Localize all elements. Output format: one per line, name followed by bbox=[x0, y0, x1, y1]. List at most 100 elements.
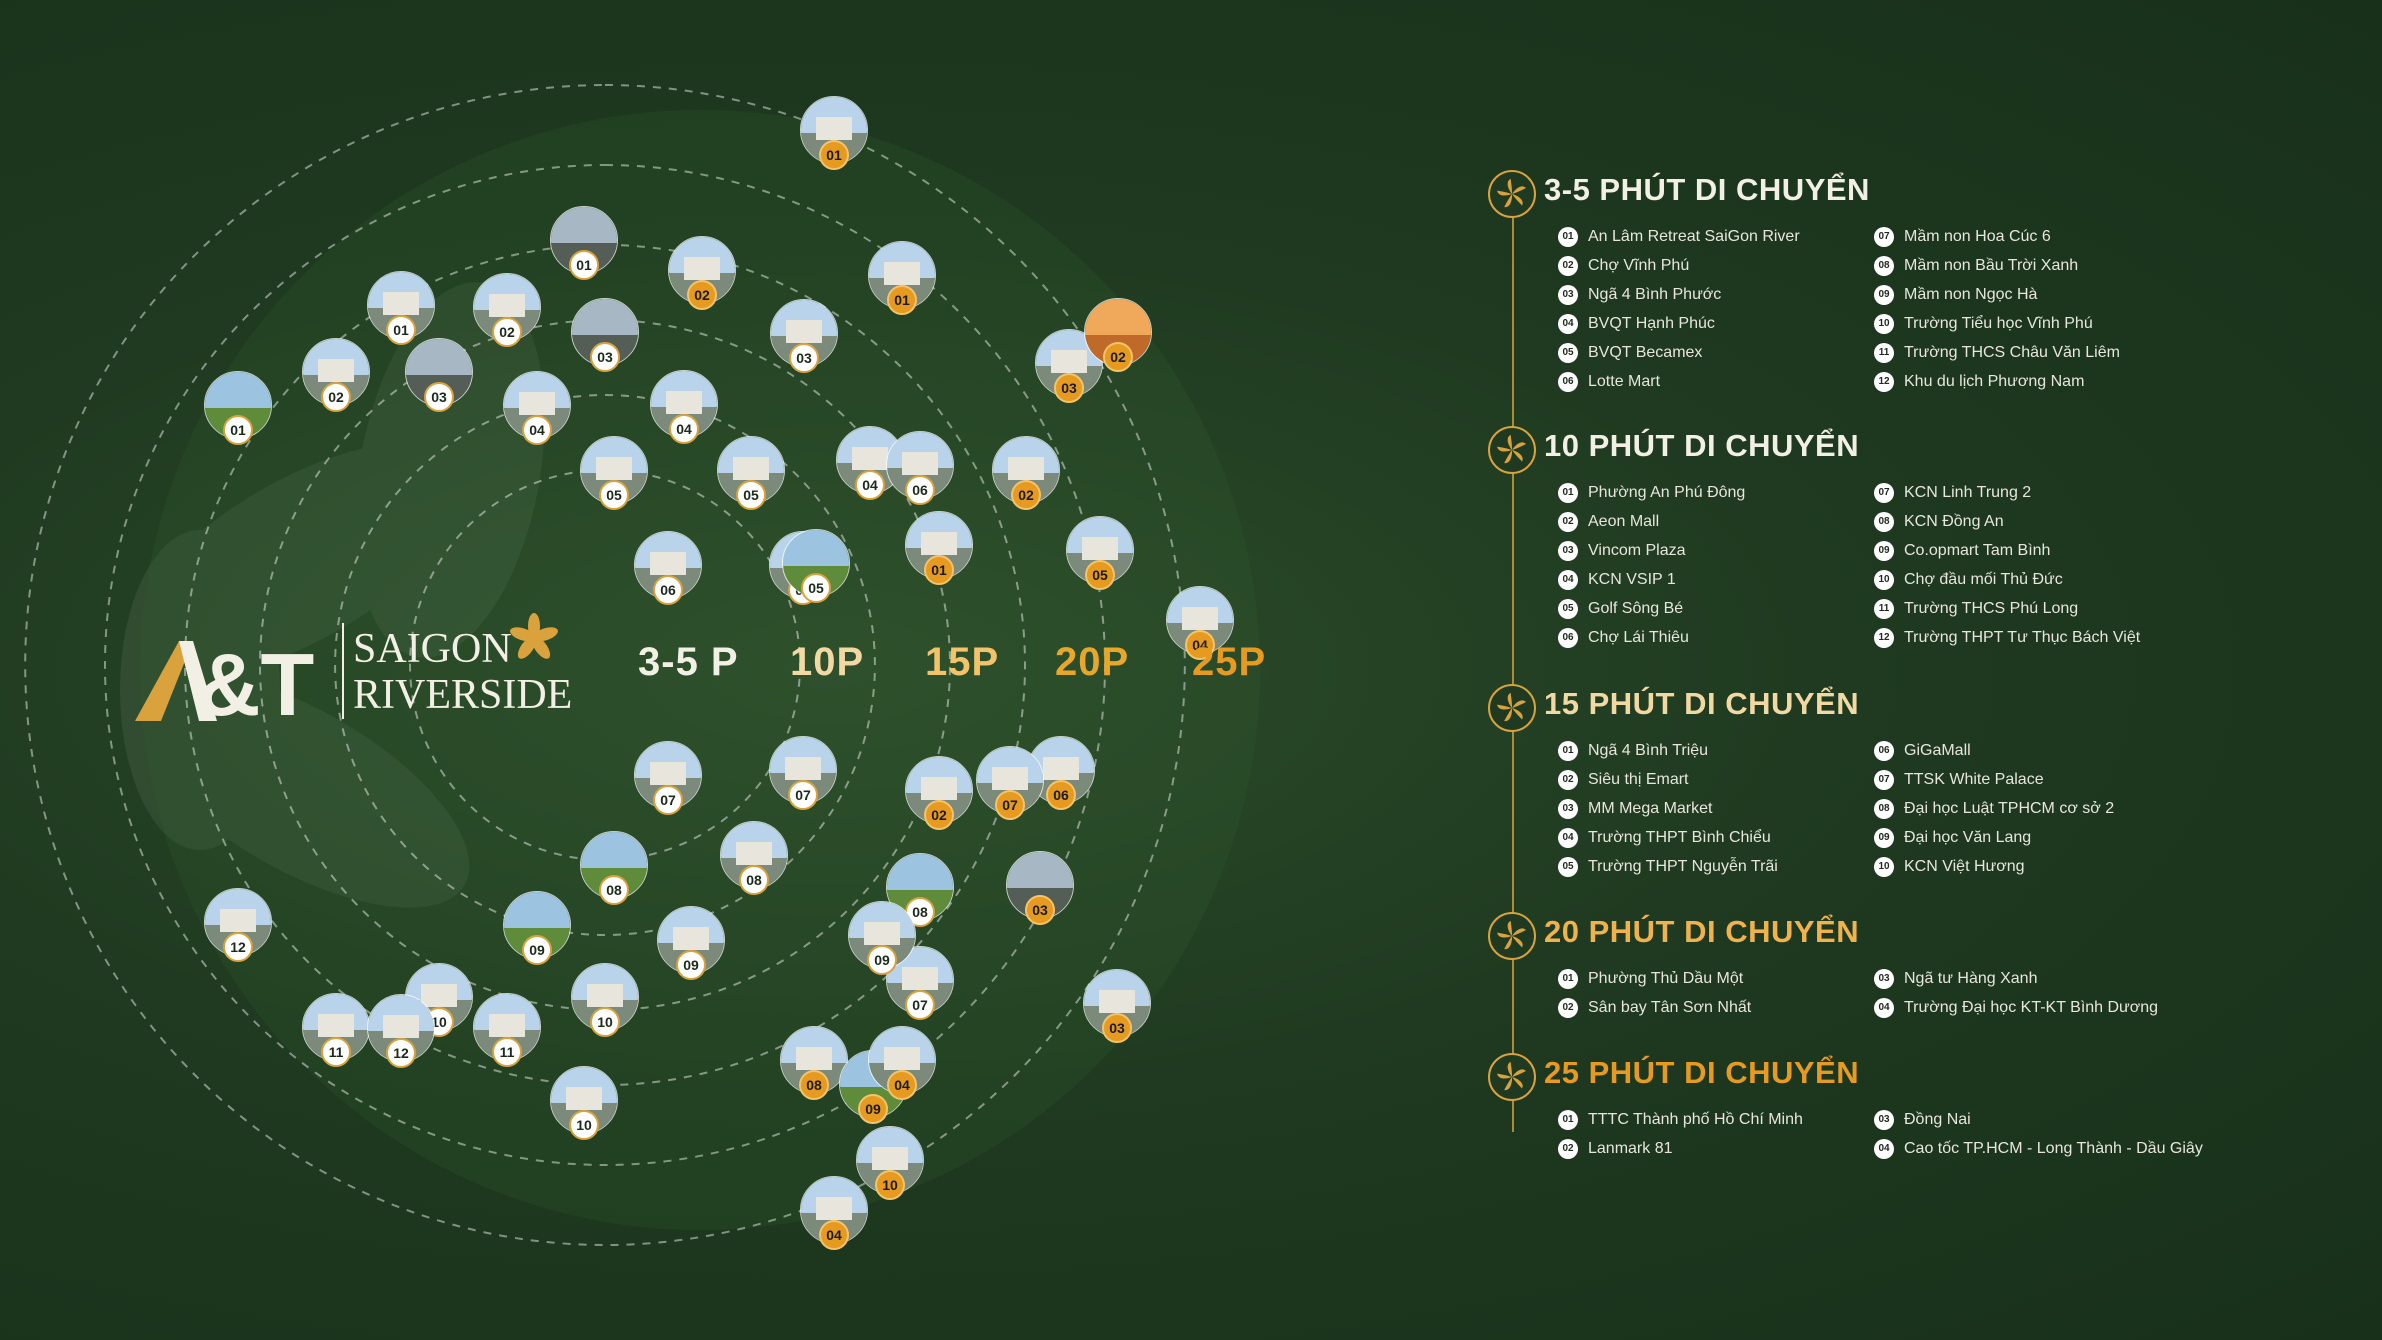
location-marker[interactable]: 04 bbox=[868, 1026, 936, 1100]
location-number: 10 bbox=[569, 1110, 599, 1140]
location-marker[interactable]: 09 bbox=[503, 891, 571, 965]
pinwheel-icon bbox=[1488, 426, 1536, 474]
legend-item-number: 03 bbox=[1558, 799, 1578, 819]
location-marker[interactable]: 03 bbox=[1083, 969, 1151, 1043]
location-marker[interactable]: 08 bbox=[780, 1026, 848, 1100]
location-marker[interactable]: 07 bbox=[634, 741, 702, 815]
location-marker[interactable]: 11 bbox=[473, 993, 541, 1067]
legend-item-number: 09 bbox=[1874, 285, 1894, 305]
location-marker[interactable]: 03 bbox=[571, 298, 639, 372]
location-marker[interactable]: 07 bbox=[886, 946, 954, 1020]
legend-item-number: 08 bbox=[1874, 799, 1894, 819]
location-marker[interactable]: 02 bbox=[992, 436, 1060, 510]
location-marker[interactable]: 06 bbox=[886, 431, 954, 505]
legend-item: 11 Trường THCS Châu Văn Liêm bbox=[1874, 342, 2120, 364]
legend-item-label: TTTC Thành phố Hồ Chí Minh bbox=[1588, 1111, 1803, 1128]
location-marker[interactable]: 05 bbox=[717, 436, 785, 510]
location-number: 02 bbox=[924, 800, 954, 830]
legend-item: 12 Khu du lịch Phương Nam bbox=[1874, 371, 2084, 393]
location-marker[interactable]: 02 bbox=[1084, 298, 1152, 372]
legend-item-label: Mầm non Ngọc Hà bbox=[1904, 286, 2038, 303]
location-marker[interactable]: 01 bbox=[905, 511, 973, 585]
location-marker[interactable]: 06 bbox=[634, 531, 702, 605]
location-marker[interactable]: 02 bbox=[668, 236, 736, 310]
location-marker[interactable]: 10 bbox=[550, 1066, 618, 1140]
location-marker[interactable]: 12 bbox=[204, 888, 272, 962]
location-number: 03 bbox=[1054, 373, 1084, 403]
location-photo bbox=[550, 1066, 618, 1134]
legend-item: 03 Đồng Nai bbox=[1874, 1109, 1971, 1131]
legend-item: 01 Phường An Phú Đông bbox=[1558, 482, 1745, 504]
location-marker[interactable]: 09 bbox=[657, 906, 725, 980]
legend-item-label: Lanmark 81 bbox=[1588, 1140, 1673, 1157]
legend-item-label: Aeon Mall bbox=[1588, 513, 1660, 530]
legend-item: 06 GiGaMall bbox=[1874, 740, 1971, 762]
location-number: 04 bbox=[1185, 630, 1215, 660]
legend-item: 07 TTSK White Palace bbox=[1874, 769, 2044, 791]
legend-item-label: BVQT Becamex bbox=[1588, 344, 1703, 361]
location-marker[interactable]: 10 bbox=[571, 963, 639, 1037]
location-marker[interactable]: 02 bbox=[905, 756, 973, 830]
location-marker[interactable]: 12 bbox=[367, 994, 435, 1068]
location-marker[interactable]: 10 bbox=[856, 1126, 924, 1200]
section-title: 10 PHÚT DI CHUYỂN bbox=[1544, 428, 1860, 463]
location-marker[interactable]: 01 bbox=[868, 241, 936, 315]
legend-item-number: 07 bbox=[1874, 483, 1894, 503]
legend-item-label: Trường THCS Phú Long bbox=[1904, 600, 2079, 617]
location-marker[interactable]: 01 bbox=[550, 206, 618, 280]
pinwheel-icon bbox=[1488, 1053, 1536, 1101]
legend-item: 03 MM Mega Market bbox=[1558, 798, 1712, 820]
location-number: 07 bbox=[653, 785, 683, 815]
location-marker[interactable]: 04 bbox=[1166, 586, 1234, 660]
location-marker[interactable]: 08 bbox=[720, 821, 788, 895]
legend-item-number: 04 bbox=[1558, 314, 1578, 334]
location-marker[interactable]: 09 bbox=[848, 901, 916, 975]
legend-item: 01 An Lâm Retreat SaiGon River bbox=[1558, 226, 1800, 248]
location-marker[interactable]: 03 bbox=[405, 338, 473, 412]
legend-item-number: 08 bbox=[1874, 512, 1894, 532]
location-number: 02 bbox=[321, 382, 351, 412]
location-number: 03 bbox=[424, 382, 454, 412]
location-marker[interactable]: 01 bbox=[800, 96, 868, 170]
legend-item-number: 11 bbox=[1874, 599, 1894, 619]
location-number: 01 bbox=[223, 415, 253, 445]
location-marker[interactable]: 04 bbox=[650, 370, 718, 444]
location-marker[interactable]: 08 bbox=[580, 831, 648, 905]
legend-item: 02 Aeon Mall bbox=[1558, 511, 1659, 533]
location-marker[interactable]: 04 bbox=[800, 1176, 868, 1250]
location-marker[interactable]: 11 bbox=[302, 993, 370, 1067]
legend-item-number: 02 bbox=[1558, 256, 1578, 276]
ring-label: 20P bbox=[1055, 640, 1130, 684]
location-marker[interactable]: 03 bbox=[770, 299, 838, 373]
legend-item: 10 KCN Việt Hương bbox=[1874, 856, 2025, 878]
location-marker[interactable]: 01 bbox=[367, 271, 435, 345]
legend-item: 09 Mầm non Ngọc Hà bbox=[1874, 284, 2037, 306]
location-marker[interactable]: 05 bbox=[782, 529, 850, 603]
legend-item-number: 01 bbox=[1558, 483, 1578, 503]
legend-item: 04 Trường THPT Bình Chiểu bbox=[1558, 827, 1771, 849]
location-marker[interactable]: 02 bbox=[473, 273, 541, 347]
legend-item-label: Chợ Lái Thiêu bbox=[1588, 629, 1689, 646]
location-marker[interactable]: 07 bbox=[976, 746, 1044, 820]
location-marker[interactable]: 05 bbox=[1066, 516, 1134, 590]
location-marker[interactable]: 05 bbox=[580, 436, 648, 510]
legend-item-label: Trường THPT Nguyễn Trãi bbox=[1588, 858, 1778, 875]
legend-item: 04 Cao tốc TP.HCM - Long Thành - Dầu Giây bbox=[1874, 1138, 2203, 1160]
location-number: 05 bbox=[801, 573, 831, 603]
location-marker[interactable]: 02 bbox=[302, 338, 370, 412]
legend-item-label: Trường Đại học KT-KT Bình Dương bbox=[1904, 999, 2159, 1016]
location-number: 05 bbox=[736, 480, 766, 510]
location-photo bbox=[1166, 586, 1234, 654]
location-number: 04 bbox=[819, 1220, 849, 1250]
location-number: 03 bbox=[590, 342, 620, 372]
legend-item: 09 Co.opmart Tam Bình bbox=[1874, 540, 2050, 562]
legend-item: 02 Lanmark 81 bbox=[1558, 1138, 1673, 1160]
brand-mark-text: &T bbox=[197, 635, 314, 723]
location-number: 01 bbox=[819, 140, 849, 170]
location-marker[interactable]: 07 bbox=[769, 736, 837, 810]
location-marker[interactable]: 01 bbox=[204, 371, 272, 445]
location-number: 09 bbox=[858, 1094, 888, 1124]
location-marker[interactable]: 03 bbox=[1006, 851, 1074, 925]
location-marker[interactable]: 04 bbox=[503, 371, 571, 445]
legend-item-label: Trường THPT Bình Chiểu bbox=[1588, 829, 1771, 846]
